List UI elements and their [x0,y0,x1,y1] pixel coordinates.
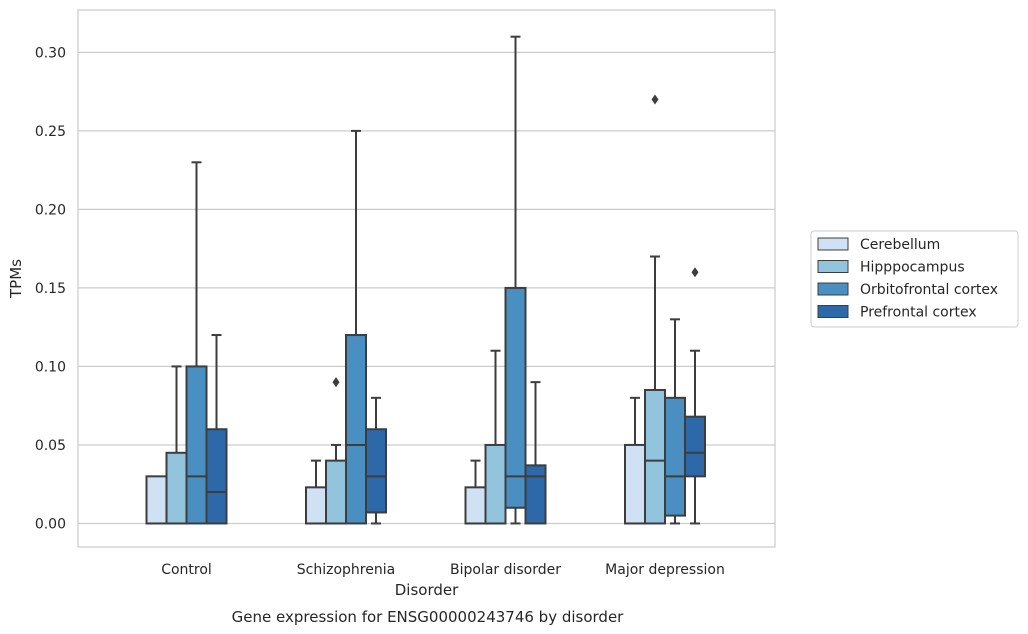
legend-label: Hipppocampus [860,260,965,276]
x-tick-label: Major depression [605,562,725,578]
box-iqr [684,415,706,478]
box-iqr [664,396,686,517]
box-iqr [305,486,327,525]
x-tick-label: Control [161,562,212,578]
box-cerebellum-1 [305,459,327,525]
box-hipppocampus-2 [484,349,507,525]
box-prefrontal-cortex-0 [205,334,228,525]
y-tick-label: 0.05 [35,438,66,454]
box-iqr [504,286,527,509]
box-iqr [365,428,387,514]
legend-item: Prefrontal cortex [817,305,977,321]
box-iqr [464,486,487,525]
y-axis-ticks: 0.00 0.05 0.10 0.15 0.20 0.25 0.30 [35,45,66,532]
outlier-point [691,267,699,278]
legend-item: Hipppocampus [817,260,965,276]
y-tick-label: 0.15 [35,281,66,297]
box-cerebellum-2 [464,459,487,525]
box-iqr [624,443,646,525]
box-prefrontal-cortex-2 [524,381,547,525]
box-orbitofrontal-cortex-3 [664,318,686,525]
x-axis-label: Disorder [395,581,459,599]
box-iqr [205,428,228,525]
legend-label: Prefrontal cortex [860,305,977,321]
box-iqr [345,334,367,525]
box-iqr [165,451,188,525]
y-tick-label: 0.25 [35,124,66,140]
y-tick-label: 0.10 [35,359,66,375]
box-iqr [145,475,168,525]
y-tick-label: 0.20 [35,202,66,218]
legend-item: Orbitofrontal cortex [817,282,998,298]
legend-label: Cerebellum [860,237,940,253]
plot-area-frame [77,9,776,548]
box-iqr [644,388,666,525]
legend-swatch [817,305,849,318]
box-iqr [325,459,347,525]
outlier-point [651,94,659,105]
y-tick-label: 0.00 [35,516,66,532]
box-hipppocampus-3 [644,94,666,525]
legend-item: Cerebellum [817,237,940,253]
legend-swatch [817,282,849,296]
x-tick-label: Bipolar disorder [450,562,561,578]
chart-caption: Gene expression for ENSG00000243746 by d… [232,608,625,626]
box-iqr [185,365,208,525]
box-prefrontal-cortex-3 [684,267,706,525]
box-cerebellum-3 [624,396,646,525]
legend-frame [810,230,1019,328]
box-iqr [484,443,507,525]
outlier-point [332,377,340,388]
box-hipppocampus-1 [325,377,347,525]
x-tick-label: Schizophrenia [297,562,395,578]
legend-swatch [817,260,849,273]
box-orbitofrontal-cortex-2 [504,35,527,525]
y-tick-label: 0.30 [35,45,66,61]
legend: Cerebellum Hipppocampus Orbitofrontal cort… [810,230,1019,328]
box-plots [145,35,706,525]
box-orbitofrontal-cortex-1 [345,129,367,525]
legend-label: Orbitofrontal cortex [860,282,998,298]
x-axis-ticks: Control Schizophrenia Bipolar disorder Majo… [161,562,725,578]
box-orbitofrontal-cortex-0 [185,161,208,525]
legend-swatch [817,237,849,251]
box-cerebellum-0 [145,475,168,525]
box-iqr [524,464,547,525]
y-axis-label: TPMs [7,259,25,299]
box-prefrontal-cortex-1 [365,396,387,525]
